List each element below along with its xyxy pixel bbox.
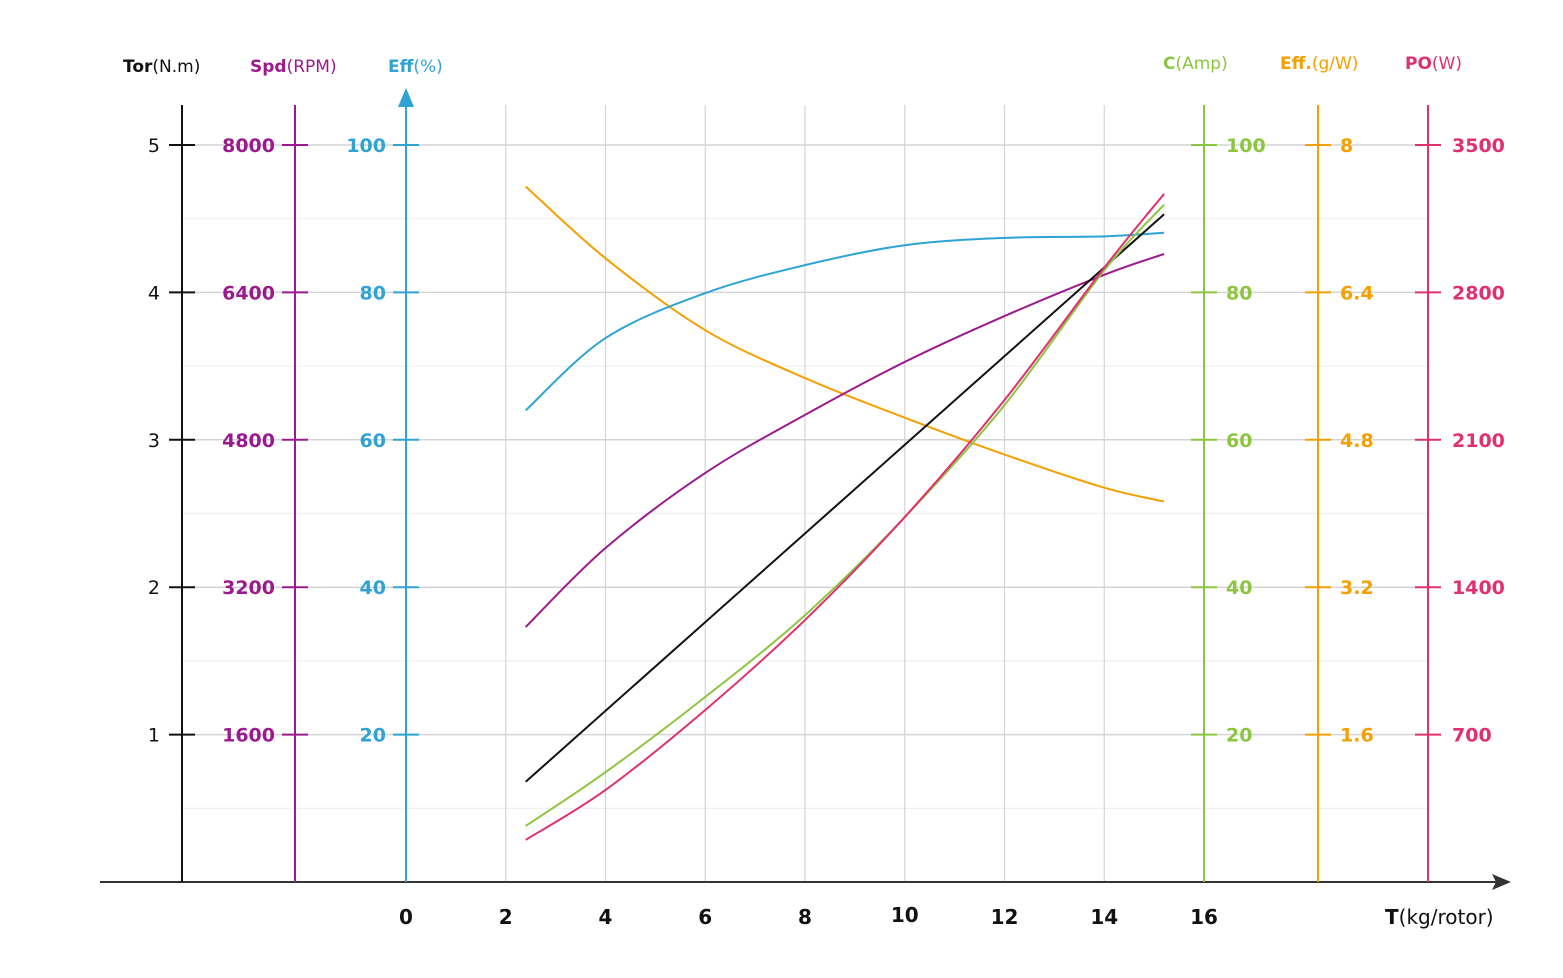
- y-axis-title-unit: (Amp): [1175, 54, 1227, 74]
- y-tick-label-spd: 4800: [222, 430, 275, 452]
- y-axis-arrow-icon: [398, 88, 414, 107]
- y-tick-label-spd: 6400: [222, 282, 275, 304]
- y-axis-title-bold: C: [1163, 54, 1175, 74]
- y-tick-label-po: 3500: [1452, 135, 1505, 157]
- y-tick-label-spd: 3200: [222, 577, 275, 599]
- y-axis-title-bold: PO: [1405, 54, 1432, 74]
- y-axis-title-tor: Tor(N.m): [123, 57, 200, 77]
- y-axis-title-unit: (RPM): [287, 57, 337, 77]
- y-tick-label-tor: 1: [148, 725, 160, 747]
- y-axis-title-po: PO(W): [1405, 54, 1462, 74]
- y-tick-label-po: 1400: [1452, 577, 1505, 599]
- y-tick-label-gw: 6.4: [1340, 282, 1374, 304]
- y-tick-label-spd: 1600: [222, 725, 275, 747]
- x-axis-arrow-icon: [1492, 874, 1511, 890]
- y-tick-label-eff: 100: [346, 135, 386, 157]
- y-tick-label-amp: 40: [1226, 577, 1252, 599]
- series-line-gw: [525, 185, 1165, 503]
- series-line-po: [525, 193, 1165, 841]
- y-tick-label-eff: 60: [360, 430, 386, 452]
- y-tick-label-tor: 4: [148, 282, 160, 304]
- x-tick-label: 0: [399, 905, 413, 929]
- y-tick-label-po: 2800: [1452, 282, 1505, 304]
- y-tick-label-spd: 8000: [222, 135, 275, 157]
- y-tick-label-amp: 60: [1226, 430, 1252, 452]
- x-tick-label: 6: [698, 905, 712, 929]
- x-tick-label: 14: [1090, 905, 1118, 929]
- y-tick-label-gw: 8: [1340, 135, 1353, 157]
- x-axis-title-unit: (kg/rotor): [1399, 905, 1494, 929]
- x-tick-label: 4: [599, 905, 613, 929]
- y-tick-label-po: 700: [1452, 725, 1492, 747]
- y-axis-title-bold: Spd: [250, 57, 287, 77]
- y-axis-title-unit: (N.m): [152, 57, 200, 77]
- y-tick-label-gw: 1.6: [1340, 725, 1374, 747]
- x-axis-title-bold: T: [1385, 905, 1399, 929]
- x-tick-label: 2: [499, 905, 513, 929]
- y-tick-label-eff: 20: [360, 725, 386, 747]
- x-tick-label: 12: [991, 905, 1019, 929]
- y-tick-label-amp: 100: [1226, 135, 1266, 157]
- series-line-amp: [525, 204, 1165, 827]
- y-axis-title-bold: Tor: [123, 57, 153, 77]
- series-line-spd: [524, 252, 1165, 628]
- y-tick-label-tor: 3: [148, 430, 160, 452]
- x-axis-title: T(kg/rotor): [1385, 905, 1494, 929]
- y-tick-label-tor: 5: [148, 135, 160, 157]
- y-axis-title-gw: Eff.(g/W): [1280, 54, 1358, 74]
- y-tick-label-po: 2100: [1452, 430, 1505, 452]
- y-axis-title-unit: (g/W): [1312, 54, 1359, 74]
- y-axis-title-unit: (W): [1432, 54, 1462, 74]
- x-tick-label: 10: [891, 903, 919, 927]
- y-axis-title-amp: C(Amp): [1163, 54, 1228, 74]
- x-tick-label: 8: [798, 905, 812, 929]
- series-line-tor: [525, 213, 1165, 783]
- y-axis-title-bold: Eff: [388, 57, 414, 77]
- y-tick-label-gw: 3.2: [1340, 577, 1374, 599]
- series-line-eff: [525, 231, 1165, 412]
- y-axis-title-eff: Eff(%): [388, 57, 443, 77]
- y-tick-label-amp: 20: [1226, 725, 1252, 747]
- y-tick-label-eff: 80: [360, 282, 386, 304]
- y-axis-title-bold: Eff.: [1280, 54, 1312, 74]
- y-axis-title-unit: (%): [413, 57, 442, 77]
- y-tick-label-tor: 2: [148, 577, 160, 599]
- y-axis-title-spd: Spd(RPM): [250, 57, 337, 77]
- y-tick-label-gw: 4.8: [1340, 430, 1374, 452]
- x-tick-label: 16: [1190, 905, 1218, 929]
- y-tick-label-amp: 80: [1226, 282, 1252, 304]
- y-tick-label-eff: 40: [360, 577, 386, 599]
